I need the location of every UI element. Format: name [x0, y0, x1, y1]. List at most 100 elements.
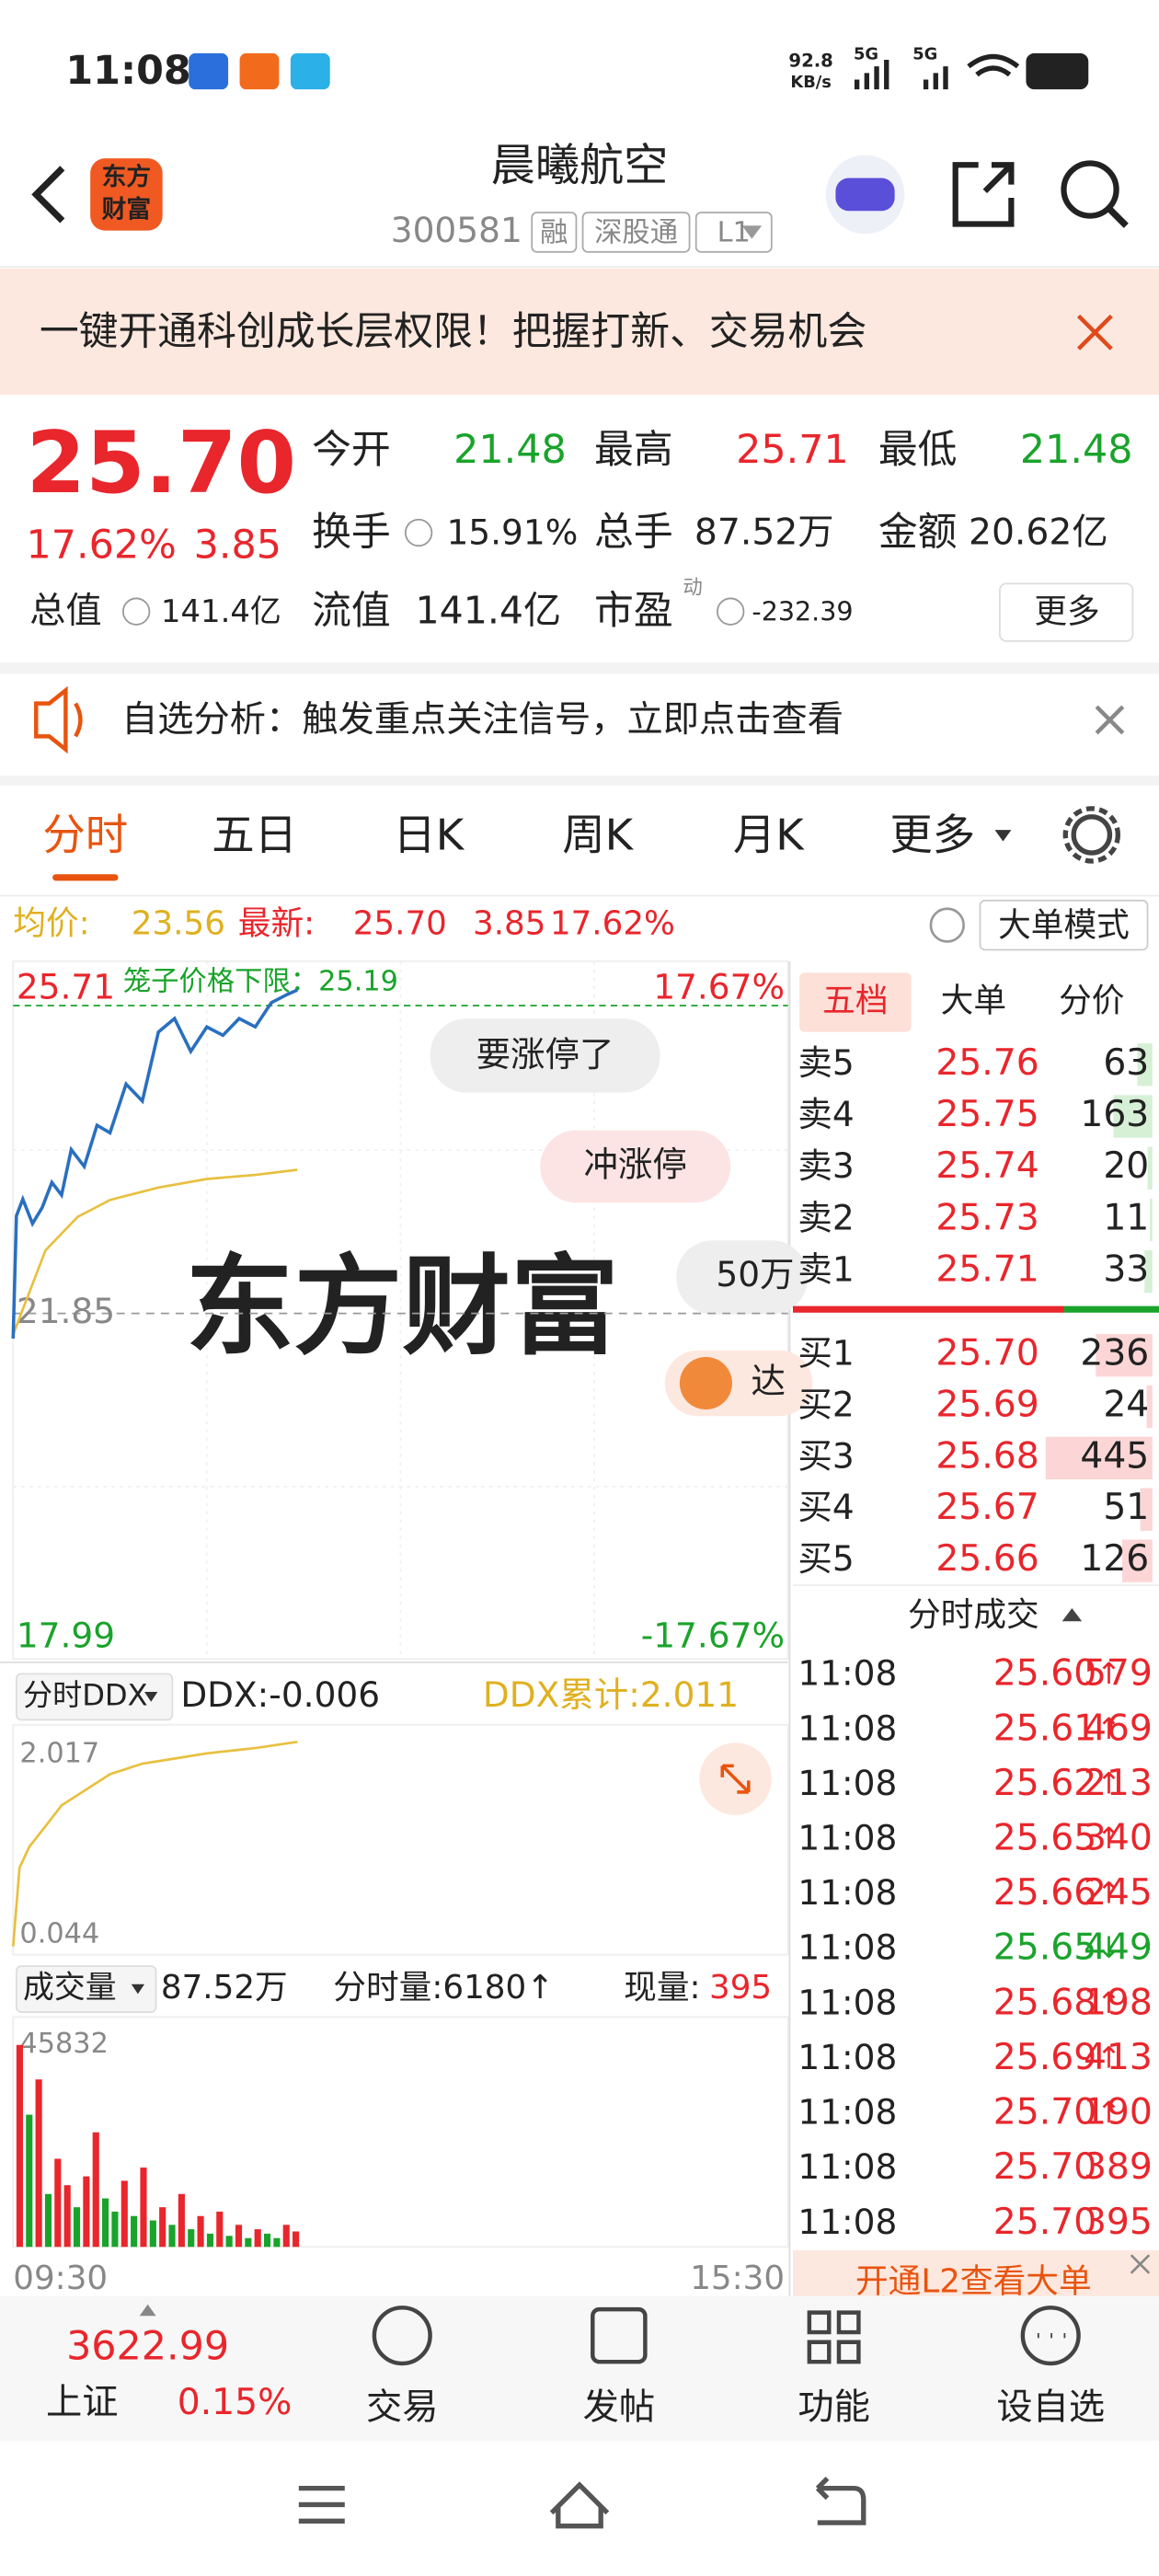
book-tab[interactable]: 分价	[1059, 982, 1124, 1019]
depth-bar	[1045, 1436, 1153, 1480]
settings-button[interactable]	[1071, 814, 1113, 856]
trade-time: 11:08	[798, 2092, 897, 2133]
ddx-line	[11, 1740, 298, 1947]
trade-time: 11:08	[798, 1927, 897, 1968]
book-tab[interactable]: 大单	[941, 982, 1006, 1019]
book-price: 25.75	[935, 1094, 1039, 1135]
index-value[interactable]: 3622.99	[66, 2323, 229, 2369]
trade-direction: ↑	[1096, 2040, 1121, 2075]
bubble[interactable]	[430, 1018, 660, 1093]
book-volume: 163	[1080, 1094, 1149, 1135]
banner-close[interactable]	[1076, 314, 1113, 351]
bubble-text[interactable]: 冲涨停	[583, 1144, 686, 1184]
volume-selector[interactable]	[15, 1965, 157, 2013]
bubble[interactable]	[540, 1130, 731, 1203]
ddx-selector-text[interactable]: 分时DDX	[23, 1677, 148, 1712]
l2-close[interactable]	[1130, 2254, 1151, 2274]
volume-bar	[178, 2193, 185, 2248]
trade-direction: ↑	[1096, 1876, 1121, 1911]
expand-icon	[720, 1764, 751, 1794]
ddx-frame	[12, 1723, 789, 1956]
volume-bar	[54, 2158, 62, 2248]
mode-text[interactable]: 大单模式	[998, 906, 1130, 944]
sort-arrow	[1061, 1608, 1083, 1622]
l2-banner[interactable]	[793, 2249, 1159, 2300]
nav-item[interactable]: 交易	[366, 2386, 439, 2428]
trade-time: 11:08	[798, 1763, 897, 1803]
avg-value: 23.56	[132, 905, 225, 943]
back-key[interactable]	[815, 2477, 866, 2525]
bubble-text[interactable]: 要涨停了	[476, 1034, 614, 1075]
mode-button[interactable]	[979, 899, 1149, 951]
net-speed: 92.8	[788, 50, 832, 71]
book-tab-active[interactable]	[799, 972, 912, 1032]
book-tab[interactable]: 五档	[822, 982, 888, 1019]
nav-item[interactable]: 设自选	[996, 2386, 1105, 2428]
tab[interactable]: 日K	[393, 810, 465, 859]
info-icon	[404, 518, 433, 547]
volume-selector-text[interactable]: 成交量	[23, 1970, 117, 2006]
ddx-value: DDX:-0.006	[180, 1674, 380, 1715]
change-value: 3.85	[473, 905, 545, 943]
banner[interactable]	[0, 268, 1159, 396]
menu-key[interactable]	[298, 2485, 345, 2524]
tab[interactable]: 更多	[889, 810, 975, 859]
tab[interactable]: 周K	[562, 810, 634, 859]
ddx-selector[interactable]	[15, 1673, 174, 1721]
trade-icon[interactable]	[372, 2306, 432, 2366]
function-icon[interactable]	[807, 2310, 861, 2364]
dropdown-arrow[interactable]	[741, 225, 763, 239]
trade-price: 25.65	[993, 1927, 1096, 1969]
trade-price: 25.65	[993, 1818, 1096, 1859]
trade-volume: 190	[1084, 2092, 1153, 2133]
app-icon	[290, 52, 330, 90]
book-price: 25.67	[935, 1487, 1039, 1528]
bubble-text[interactable]: 50万	[716, 1254, 794, 1294]
dropdown-arrow	[144, 1692, 158, 1702]
depth-bar	[1149, 1198, 1153, 1242]
watchlist-icon[interactable]	[1020, 2306, 1081, 2366]
volume-bar	[111, 2211, 119, 2248]
back-button[interactable]	[31, 166, 65, 224]
trade-volume: 198	[1084, 1982, 1153, 2023]
more-text[interactable]: 更多	[1034, 592, 1099, 630]
bottom-nav	[0, 2295, 1159, 2441]
more-button[interactable]	[998, 582, 1134, 642]
x-tick-label: 15:30	[690, 2260, 785, 2297]
search-button[interactable]	[1061, 160, 1119, 219]
help-icon[interactable]	[929, 907, 965, 943]
home-key[interactable]	[549, 2481, 610, 2529]
book-volume: 20	[1103, 1145, 1149, 1187]
book-price: 25.69	[935, 1385, 1039, 1426]
book-volume: 51	[1103, 1487, 1149, 1528]
book-price: 25.74	[935, 1145, 1039, 1187]
bubble-text[interactable]: 达	[752, 1361, 786, 1401]
net-type: 5G	[912, 45, 937, 64]
ratio-bar-sell	[1063, 1305, 1159, 1313]
volume-bar	[63, 2185, 71, 2248]
nav-item[interactable]: 发帖	[583, 2386, 656, 2428]
bubble[interactable]	[676, 1240, 809, 1315]
last-price: 25.70	[27, 413, 297, 512]
trade-price: 25.68	[993, 1982, 1096, 2023]
tab[interactable]: 月K	[733, 810, 805, 859]
tab[interactable]: 分时	[42, 810, 128, 859]
app-icon	[239, 52, 280, 90]
trade-volume: 340	[1084, 1818, 1153, 1859]
tab[interactable]: 五日	[212, 810, 297, 859]
trade-volume: 395	[1084, 2202, 1153, 2243]
pct-label: 17.67%	[653, 967, 785, 1007]
share-button[interactable]	[952, 162, 1015, 227]
l2-text[interactable]: 开通L2查看大单	[855, 2263, 1092, 2301]
volume-bar	[293, 2231, 300, 2248]
price-line	[11, 988, 298, 1340]
separator	[0, 776, 1159, 786]
gear-teeth	[1062, 806, 1121, 864]
notice-close[interactable]	[1095, 705, 1125, 735]
post-icon[interactable]	[591, 2306, 648, 2364]
nav-item[interactable]: 功能	[798, 2386, 869, 2428]
tab-underline	[52, 874, 119, 881]
now-value: 395	[709, 1969, 772, 2007]
cage-label: 笼子价格下限：25.19	[123, 966, 398, 998]
